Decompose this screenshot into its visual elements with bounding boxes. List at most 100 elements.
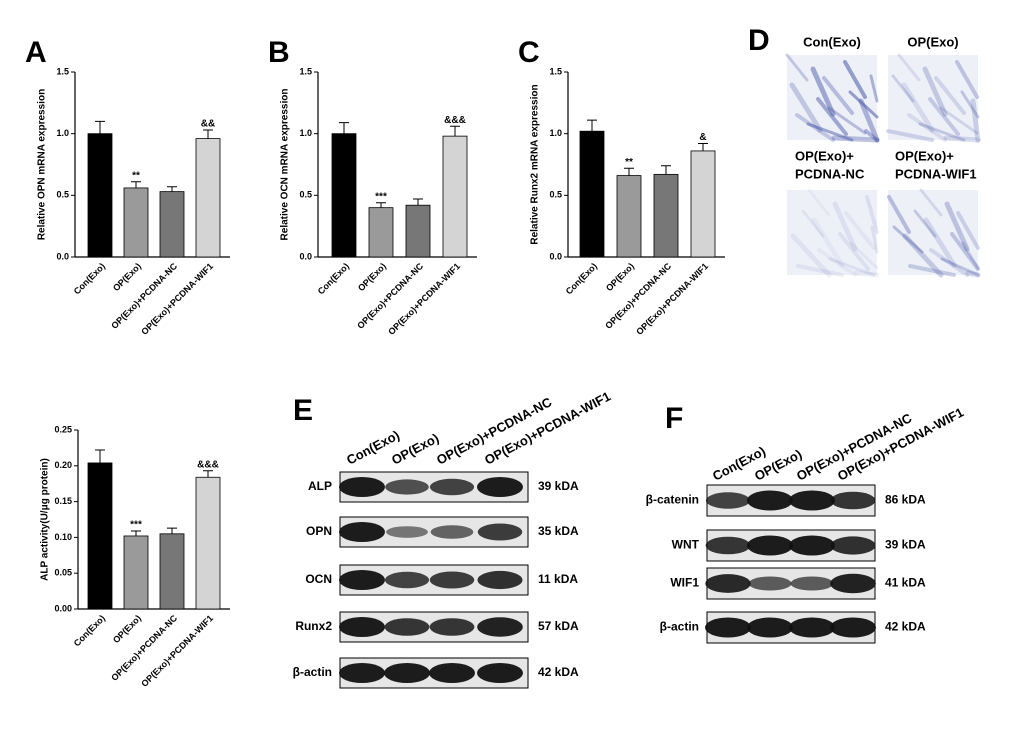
blot-band [830,617,876,638]
stain-streak [790,233,832,278]
annotation: &&& [197,459,219,470]
error-bar [131,530,141,536]
blot-band [830,491,876,510]
blot-band [384,663,430,683]
y-axis-label: Relative OPN mRNA expression [37,89,48,240]
blot-band [429,571,475,589]
stain-streak [785,53,809,82]
annotation: *** [375,191,387,202]
stain-streak [801,209,825,238]
blot-band [747,535,793,556]
bar [442,135,468,258]
row-label: OPN [306,524,332,538]
error-bar [167,527,177,534]
stain-streak [864,129,879,142]
stain-streak [950,232,980,271]
stain-streak [892,225,924,254]
bar [405,204,431,258]
stain-streak [901,82,935,133]
blot-band [477,477,523,497]
error-bar [95,120,105,134]
bar [87,462,113,610]
blot-band [429,663,475,683]
stain-streak [940,257,980,277]
bar [159,191,185,258]
image-label: OP(Exo)+ [895,148,954,163]
stain-streak [943,135,981,143]
image-label: Con(Exo) [803,34,861,49]
stain-image [787,190,877,275]
stain-streak [838,232,870,271]
image-label: OP(Exo) [907,34,958,49]
blot-band [429,618,475,636]
blot-band [477,663,523,683]
blot-band [705,492,751,509]
bar [690,150,716,258]
y-tick-label: 0.5 [549,190,562,200]
x-tick-label: OP(Exo)+PCDNA-WIF1 [139,261,215,337]
error-bar [167,186,177,192]
bar [195,476,221,610]
size-label: 39 kDA [538,479,579,493]
y-tick-label: 0.0 [299,251,312,261]
x-tick-label: Con(Exo) [316,261,351,296]
stain-streak [848,90,879,119]
row-label: WNT [672,538,700,552]
y-tick-label: 1.5 [299,66,312,76]
bar [123,535,149,610]
blot-band [789,535,835,556]
y-tick-label: 0.15 [54,496,72,506]
stain-streak [827,106,867,135]
stain-streak [907,113,947,142]
error-bar [339,122,349,134]
panel-letter: E [293,394,313,427]
size-label: 42 kDA [885,620,926,634]
y-tick-label: 0.05 [54,568,72,578]
size-label: 86 kDA [885,493,926,507]
stain-streak [923,217,957,268]
stain-streak [887,195,911,234]
stain-streak [853,270,880,278]
stain-streak [795,113,835,142]
error-bar [203,129,213,139]
blot-band [386,526,428,538]
stain-image [888,55,978,140]
error-bar [95,449,105,463]
annotation: &&& [444,115,466,126]
stain-streak [897,53,921,82]
error-bar [698,143,708,151]
annotation: ** [625,157,633,168]
annotation: ** [132,170,140,181]
bar [653,173,679,258]
stain-streak [870,225,879,254]
row-label: Runx2 [295,619,332,633]
stain-image [787,55,877,140]
error-bar [587,119,597,132]
stain-streak [806,122,854,142]
stain-streak [929,248,969,277]
y-tick-label: 0.5 [299,190,312,200]
image-label: PCDNA-NC [795,166,865,181]
blot-band [747,490,793,511]
panel-letter: F [665,402,683,435]
bar [368,207,394,258]
stain-streak [944,201,970,252]
x-tick-label: OP(Exo)+PCDNA-WIF1 [386,261,462,337]
error-bar [661,165,671,175]
x-tick-label: OP(Exo)+PCDNA-NC [109,613,179,683]
blot-band [384,618,430,636]
y-axis-label: ALP activity(U/μg protein) [40,458,51,581]
y-tick-label: 1.5 [56,66,69,76]
blot-band [705,536,751,555]
panel-letter: B [268,36,290,69]
blot-band [748,576,792,591]
stain-streak [822,76,854,115]
row-label: ALP [308,479,332,493]
y-tick-label: 0.0 [549,251,562,261]
blot-band [477,570,523,590]
y-tick-label: 0.10 [54,532,72,542]
y-tick-label: 1.0 [549,128,562,138]
stain-streak [849,241,879,270]
stain-streak [831,135,880,143]
